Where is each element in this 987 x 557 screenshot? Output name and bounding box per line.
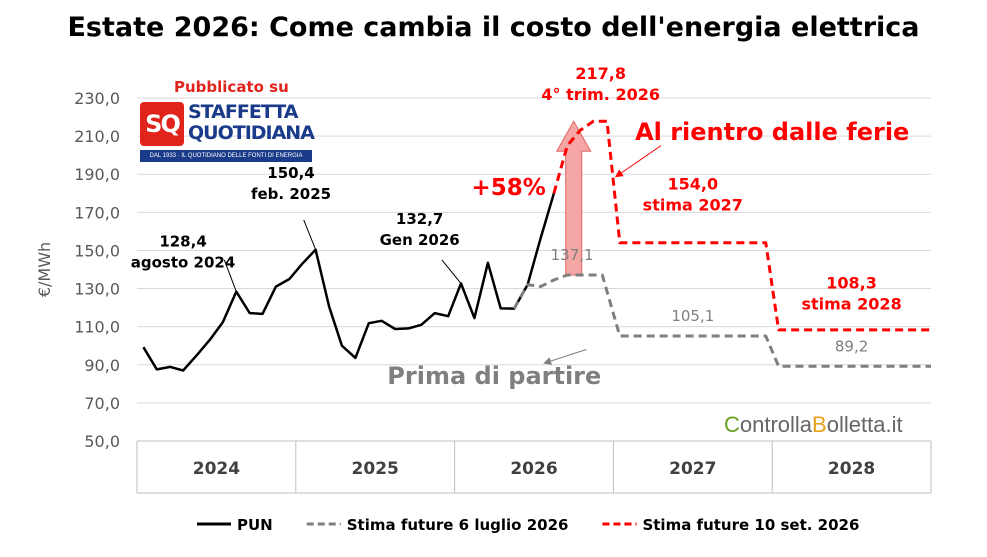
cb-logo-part: C [724,412,740,437]
y-tick-label: 50,0 [84,432,120,451]
cb-logo-part: olletta [826,412,886,437]
data-label: 128,4 [159,233,206,251]
cb-logo-part: .it [885,412,903,437]
legend-label: PUN [237,516,273,534]
sq-mark: SQ [140,102,184,146]
annotation-label: +58% [471,175,545,201]
sq-tagline: DAL 1933 · IL QUOTIDIANO DELLE FONTI DI … [140,150,312,162]
data-label: 217,8 [575,64,626,83]
label-leader-line [441,259,462,284]
data-label: 154,0 [667,174,718,193]
y-tick-label: 230,0 [74,89,120,108]
staffetta-quotidiana-logo: Pubblicato su SQ STAFFETTA QUOTIDIANA DA… [140,72,315,177]
cb-logo-part: B [812,412,827,437]
y-tick-label: 110,0 [74,318,120,337]
y-tick-label: 130,0 [74,280,120,299]
controllabolletta-logo: ControllaBolletta.it [724,412,903,438]
series-line [142,192,556,372]
data-label: 132,7 [396,210,443,228]
label-leader-line [303,219,317,250]
data-label: feb. 2025 [251,185,331,203]
label-leader-line [223,259,237,292]
data-label: 89,2 [835,337,868,355]
y-axis-label: €/MWh [35,242,54,297]
x-tick-label: 2026 [510,459,557,479]
x-tick-label: 2025 [352,459,399,479]
published-on-label: Pubblicato su [174,78,289,96]
data-label: 4° trim. 2026 [541,85,660,104]
data-label: stima 2028 [801,295,901,314]
page-title: Estate 2026: Come cambia il costo dell'e… [67,12,920,43]
annotation-arrow [614,145,662,178]
sq-name-line1: STAFFETTA [188,101,298,123]
y-tick-label: 190,0 [74,165,120,184]
x-tick-label: 2024 [193,459,240,479]
annotation-arrow [543,349,587,365]
legend-label: Stima future 6 luglio 2026 [347,516,569,534]
sq-name: STAFFETTA QUOTIDIANA [188,101,315,144]
y-tick-label: 90,0 [84,356,120,375]
y-tick-label: 70,0 [84,394,120,413]
annotation-label: Al rientro dalle ferie [635,118,909,146]
y-tick-label: 170,0 [74,203,120,222]
data-label: Gen 2026 [380,231,460,249]
x-tick-label: 2028 [828,459,875,479]
data-label: 105,1 [671,307,714,325]
data-label: 108,3 [826,274,877,293]
sq-name-line2: QUOTIDIANA [188,122,315,144]
legend-label: Stima future 10 set. 2026 [642,516,859,534]
cb-logo-part: ontrolla [739,412,813,437]
y-tick-label: 150,0 [74,241,120,260]
x-tick-label: 2027 [669,459,716,479]
y-tick-label: 210,0 [74,127,120,146]
series-line [552,119,931,332]
annotation-label: Prima di partire [387,362,601,390]
series-line [512,273,931,368]
data-label: stima 2027 [643,195,743,214]
data-label: 150,4 [267,164,314,182]
data-label: 137,1 [551,246,594,264]
data-label: agosto 2024 [131,254,236,272]
